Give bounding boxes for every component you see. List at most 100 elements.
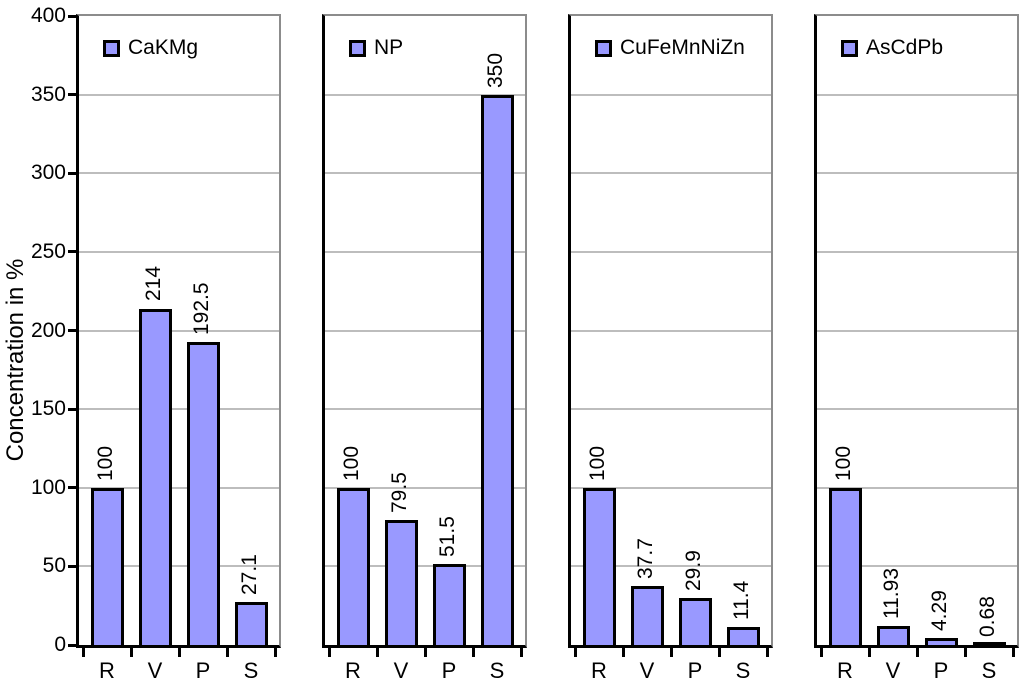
legend-marker-icon xyxy=(595,39,612,57)
bar-value-label: 350 xyxy=(484,52,507,88)
y-axis-tick xyxy=(68,171,76,175)
bar-V xyxy=(876,626,910,645)
x-axis-tick xyxy=(471,648,475,657)
category-label-S: S xyxy=(243,658,259,683)
x-axis-tick xyxy=(717,648,721,657)
y-axis-tick xyxy=(68,250,76,254)
category-label-V: V xyxy=(639,658,655,683)
y-axis-tick-labels: 400 350 300 250 200 150 100 50 0 xyxy=(0,0,67,692)
bar-value-label: 37.7 xyxy=(634,537,657,579)
bar-value-label: 79.5 xyxy=(388,472,411,513)
legend-label: NP xyxy=(374,36,404,59)
y-tick-label: 300 xyxy=(30,161,66,185)
legend-marker-icon xyxy=(103,39,120,57)
gridline xyxy=(817,329,1017,332)
x-axis-tick xyxy=(819,648,823,657)
gridline xyxy=(79,408,279,411)
legend-marker-icon xyxy=(349,39,366,57)
bar-value-label: 4.29 xyxy=(928,590,951,632)
bar-R xyxy=(582,487,616,645)
bar-value-label: 29.9 xyxy=(682,550,705,591)
category-label-P: P xyxy=(441,658,457,683)
x-axis-tick xyxy=(225,648,229,657)
gridline xyxy=(571,565,771,568)
gridline xyxy=(817,93,1017,96)
bar-value-label: 51.5 xyxy=(436,516,459,558)
x-axis-tick xyxy=(765,648,769,657)
gridline xyxy=(817,486,1017,489)
bar-R xyxy=(828,487,862,645)
x-axis-tick xyxy=(129,648,133,657)
bar-value-label: 100 xyxy=(586,445,609,481)
x-axis-tick xyxy=(423,648,427,657)
legend-label: AsCdPb xyxy=(866,36,944,59)
x-axis-tick xyxy=(327,648,331,657)
y-tick-label: 0 xyxy=(54,633,66,656)
y-axis-tick xyxy=(68,93,76,97)
bar-V xyxy=(138,308,172,645)
x-axis-tick xyxy=(915,648,919,657)
y-tick-label: 200 xyxy=(30,318,66,342)
bar-value-label: 214 xyxy=(142,266,165,302)
bar-value-label: 11.93 xyxy=(880,568,903,620)
gridline xyxy=(325,486,525,489)
category-label-R: R xyxy=(837,658,853,683)
x-axis-tick xyxy=(273,648,277,657)
gridline xyxy=(79,565,279,568)
category-label-R: R xyxy=(345,658,361,683)
gridline xyxy=(571,172,771,175)
gridline xyxy=(571,408,771,411)
category-label-P: P xyxy=(195,658,211,683)
legend: NP xyxy=(349,36,403,60)
bar-value-label: 27.1 xyxy=(238,554,261,596)
gridline xyxy=(817,250,1017,253)
bar-S xyxy=(480,94,514,645)
y-axis-tick xyxy=(68,407,76,411)
gridline xyxy=(79,250,279,253)
x-axis-tick xyxy=(375,648,379,657)
x-axis-tick xyxy=(177,648,181,657)
gridline xyxy=(571,93,771,96)
bar-value-label: 0.68 xyxy=(976,596,999,637)
x-axis-tick xyxy=(1011,648,1015,657)
gridline xyxy=(79,93,279,96)
y-tick-label: 100 xyxy=(30,475,66,499)
bar-V xyxy=(384,520,418,645)
category-label-V: V xyxy=(393,658,409,683)
y-tick-label: 150 xyxy=(30,397,66,421)
y-tick-label: 400 xyxy=(30,4,66,27)
gridline xyxy=(571,486,771,489)
legend-label: CaKMg xyxy=(128,36,199,59)
gridline xyxy=(817,172,1017,175)
gridline xyxy=(325,408,525,411)
gridline xyxy=(79,329,279,332)
bar-P xyxy=(432,564,466,645)
gridline xyxy=(325,172,525,175)
bar-S xyxy=(972,642,1006,645)
y-axis-tick xyxy=(68,486,76,490)
legend: AsCdPb xyxy=(841,36,943,60)
bar-S xyxy=(726,627,760,645)
category-label-P: P xyxy=(687,658,703,683)
bar-value-label: 192.5 xyxy=(190,282,213,336)
panel-NP: 100 R 79.5 V 51.5 P 350 S NP xyxy=(322,14,527,683)
gridline xyxy=(79,172,279,175)
gridline xyxy=(571,250,771,253)
gridline xyxy=(817,565,1017,568)
legend-marker-icon xyxy=(841,39,858,57)
category-label-P: P xyxy=(933,658,949,683)
category-label-S: S xyxy=(981,658,997,683)
gridline xyxy=(325,565,525,568)
y-axis-tick xyxy=(68,14,76,18)
bar-R xyxy=(336,487,370,645)
y-axis-tick xyxy=(68,564,76,568)
x-axis-tick xyxy=(81,648,85,657)
legend: CaKMg xyxy=(103,36,198,60)
category-label-S: S xyxy=(735,658,751,683)
x-axis-tick xyxy=(867,648,871,657)
category-label-R: R xyxy=(99,658,115,683)
bar-P xyxy=(186,342,220,645)
gridline xyxy=(325,329,525,332)
x-axis-tick xyxy=(669,648,673,657)
